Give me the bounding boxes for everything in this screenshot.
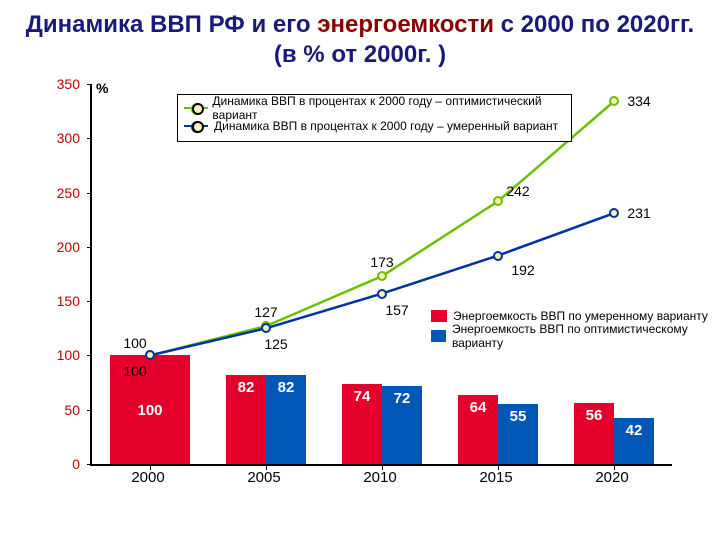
y-tick-label: 100 (40, 347, 80, 363)
legend-bars: Энергоемкость ВВП по умеренному варианту… (427, 304, 720, 352)
data-label: 100 (123, 363, 146, 379)
bar-red-label: 56 (574, 407, 614, 424)
line-marker (609, 96, 619, 106)
line-marker (377, 271, 387, 281)
line-marker (493, 196, 503, 206)
line-marker (261, 323, 271, 333)
y-tick-label: 150 (40, 293, 80, 309)
legend-bar-label: Энергоемкость ВВП по умеренному варианту (453, 309, 708, 323)
line-marker (377, 289, 387, 299)
chart-title: Динамика ВВП РФ и его энергоемкости с 20… (0, 0, 720, 74)
title-part2: энергоемкости (317, 11, 494, 38)
legend-bar-label: Энергоемкость ВВП по оптимистическому ва… (452, 322, 720, 350)
bar-red-label: 64 (458, 399, 498, 416)
data-label: 100 (123, 335, 146, 351)
y-tick-label: 300 (40, 130, 80, 146)
title-part1: Динамика ВВП РФ и его (26, 11, 317, 38)
bar-blue-label: 82 (266, 379, 306, 396)
data-label: 192 (511, 262, 534, 278)
bar-red-label: 74 (342, 388, 382, 405)
data-label: 157 (385, 302, 408, 318)
bar-blue-label: 42 (614, 422, 654, 439)
bar-blue-label: 55 (498, 408, 538, 425)
line-marker (493, 251, 503, 261)
plot-area: Динамика ВВП в процентах к 2000 году – о… (90, 84, 672, 466)
y-tick-label: 250 (40, 185, 80, 201)
legend-line-label: Динамика ВВП в процентах к 2000 году – у… (214, 119, 558, 133)
legend-line-label: Динамика ВВП в процентах к 2000 году – о… (212, 94, 565, 122)
x-tick-label: 2000 (108, 469, 188, 486)
line-marker (145, 350, 155, 360)
data-label: 127 (254, 304, 277, 320)
bar-blue-label: 72 (382, 390, 422, 407)
data-label: 231 (627, 205, 650, 221)
data-label: 125 (264, 336, 287, 352)
line-marker (609, 208, 619, 218)
x-tick-label: 2015 (456, 469, 536, 486)
y-tick-label: 200 (40, 239, 80, 255)
y-tick-label: 350 (40, 76, 80, 92)
x-tick-label: 2010 (340, 469, 420, 486)
x-tick-label: 2005 (224, 469, 304, 486)
y-tick-label: 0 (40, 456, 80, 472)
x-tick-label: 2020 (572, 469, 652, 486)
data-label: 242 (506, 183, 529, 199)
chart-container: % Динамика ВВП в процентах к 2000 году –… (30, 74, 690, 504)
data-label: 334 (627, 93, 650, 109)
data-label: 173 (370, 254, 393, 270)
bar-red-label: 100 (110, 402, 190, 419)
legend-lines: Динамика ВВП в процентах к 2000 году – о… (177, 94, 572, 142)
y-tick-label: 50 (40, 402, 80, 418)
bar-red-label: 82 (226, 379, 266, 396)
